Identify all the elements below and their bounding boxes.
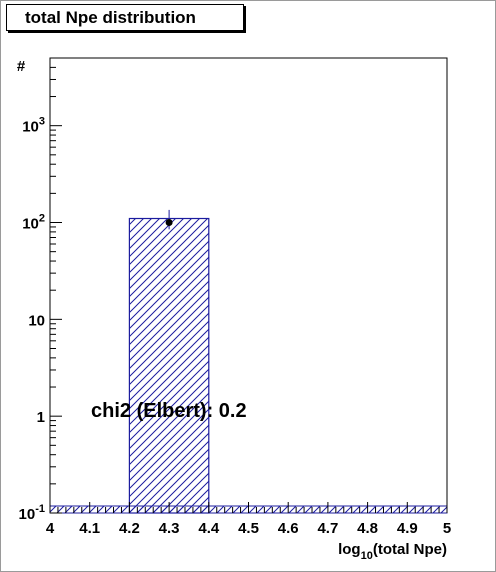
y-tick-label: 10-1 [19,503,45,523]
chart-title: total Npe distribution [6,4,244,31]
x-axis-title-sub: 10 [361,550,373,562]
x-tick-label: 4.5 [238,520,259,537]
x-tick-label: 4.3 [159,520,180,537]
x-axis-title-rest: (total Npe) [373,541,447,558]
x-tick-label: 5 [443,520,451,537]
x-tick-label: 4.8 [357,520,378,537]
y-tick-label: 103 [22,116,45,136]
chi2-annotation: chi2 (Elbert): 0.2 [91,400,247,422]
x-tick-label: 4.7 [317,520,338,537]
x-tick-label: 4.4 [198,520,220,537]
y-tick-label: 1 [37,409,45,426]
data-point [165,219,173,227]
y-tick-label: 102 [22,213,45,233]
x-tick-label: 4.6 [278,520,299,537]
plot-frame [49,57,448,514]
x-tick-label: 4 [46,520,55,537]
data-points-group [165,209,173,230]
x-axis-title: log10(total Npe) [338,541,447,562]
x-axis-title-base: log [338,541,361,558]
y-tick-label: 10 [28,312,45,329]
y-axis-title: # [17,58,26,75]
y-axis-ticks: 10-1 1 10 102 103 [19,57,62,523]
x-tick-label: 4.9 [397,520,418,537]
x-tick-label: 4.1 [79,520,100,537]
x-tick-label: 4.2 [119,520,140,537]
plot-frame-group [49,57,448,514]
histogram-bar [128,217,210,514]
histogram-group [49,217,448,514]
x-axis-ticks: 4 4.1 4.2 4.3 4.4 4.5 4.6 4.7 4.8 4.9 5 [46,502,451,537]
